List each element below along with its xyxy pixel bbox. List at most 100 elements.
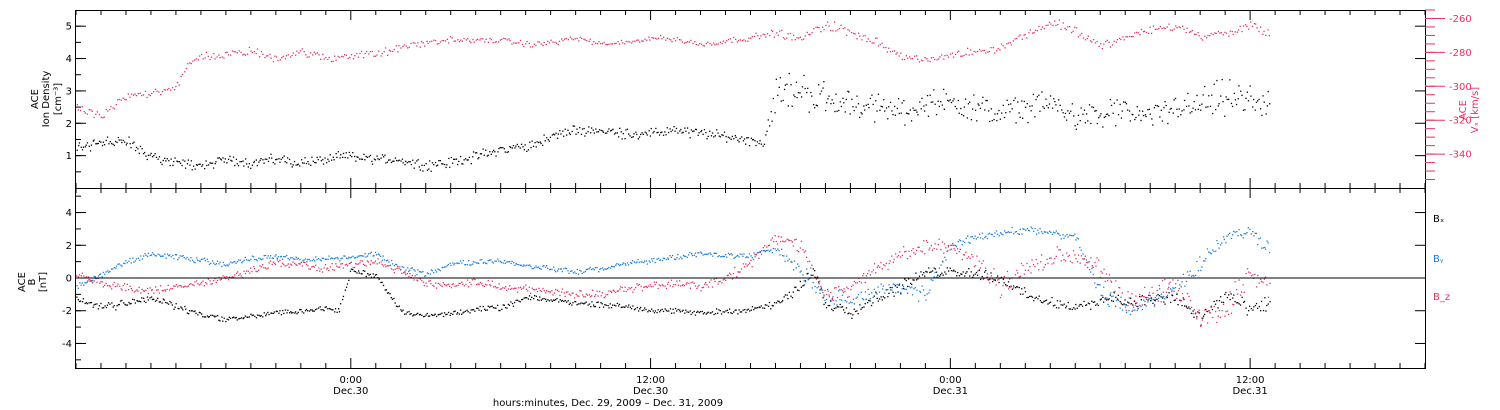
data-point bbox=[207, 55, 209, 58]
data-point bbox=[1255, 23, 1257, 25]
data-point bbox=[786, 238, 788, 240]
data-point bbox=[538, 299, 540, 302]
data-point bbox=[437, 164, 439, 166]
data-point bbox=[362, 260, 364, 262]
data-point bbox=[669, 128, 671, 130]
data-point bbox=[534, 266, 536, 269]
data-point bbox=[587, 131, 589, 133]
data-point bbox=[905, 250, 907, 253]
data-point bbox=[1154, 299, 1157, 301]
data-point bbox=[696, 287, 698, 290]
data-point bbox=[605, 268, 607, 270]
data-point bbox=[806, 268, 808, 270]
data-point bbox=[1037, 298, 1039, 300]
data-point bbox=[871, 42, 873, 44]
data-point bbox=[1182, 25, 1184, 27]
data-point bbox=[972, 108, 974, 110]
data-point bbox=[795, 267, 797, 269]
data-point bbox=[1197, 311, 1199, 313]
data-point bbox=[626, 128, 629, 130]
data-point bbox=[892, 50, 894, 52]
data-point bbox=[729, 308, 731, 310]
data-point bbox=[796, 250, 798, 252]
data-point bbox=[1160, 301, 1162, 303]
data-point bbox=[608, 290, 610, 292]
data-point bbox=[528, 286, 530, 288]
data-point bbox=[971, 236, 974, 238]
data-point bbox=[788, 239, 790, 242]
data-point bbox=[787, 105, 789, 107]
data-point bbox=[619, 127, 621, 129]
data-point bbox=[883, 46, 885, 49]
data-point bbox=[386, 292, 389, 294]
data-point bbox=[352, 152, 354, 154]
data-point bbox=[633, 133, 635, 135]
data-point bbox=[305, 263, 308, 266]
data-point bbox=[721, 255, 723, 258]
data-point bbox=[195, 164, 198, 166]
data-point bbox=[133, 141, 135, 143]
data-point bbox=[130, 262, 132, 264]
data-point bbox=[317, 159, 319, 161]
data-point bbox=[123, 302, 125, 304]
data-point bbox=[471, 309, 474, 311]
data-point bbox=[577, 303, 579, 305]
data-point bbox=[859, 304, 861, 306]
data-point bbox=[706, 138, 708, 140]
data-point bbox=[438, 160, 440, 162]
data-point bbox=[1237, 98, 1239, 100]
data-point bbox=[938, 238, 940, 240]
data-point bbox=[688, 132, 690, 134]
data-point bbox=[461, 163, 463, 165]
data-point bbox=[1082, 113, 1084, 115]
data-point bbox=[369, 263, 371, 265]
data-point bbox=[1175, 25, 1177, 27]
data-point bbox=[280, 265, 282, 268]
data-point bbox=[185, 258, 187, 260]
data-point bbox=[713, 278, 715, 280]
data-point bbox=[394, 302, 396, 304]
data-point bbox=[1254, 304, 1257, 307]
data-point bbox=[723, 278, 725, 280]
data-point bbox=[633, 261, 635, 263]
data-point bbox=[880, 105, 882, 107]
data-point bbox=[717, 312, 719, 314]
data-point bbox=[915, 249, 918, 252]
bottom-left-ylabel: ACE B [nT] bbox=[17, 272, 49, 292]
data-point bbox=[482, 38, 484, 40]
data-point bbox=[409, 269, 411, 271]
data-point bbox=[1191, 30, 1193, 32]
data-point bbox=[674, 130, 676, 132]
data-point bbox=[96, 111, 98, 113]
data-point bbox=[185, 308, 187, 310]
data-point bbox=[831, 99, 833, 101]
data-point bbox=[985, 269, 987, 272]
data-point bbox=[1079, 262, 1081, 264]
data-point bbox=[1023, 34, 1025, 36]
data-point bbox=[477, 262, 479, 264]
data-point bbox=[992, 47, 994, 49]
data-point bbox=[661, 308, 663, 311]
data-point bbox=[84, 281, 86, 284]
legend-bx: Bₓ bbox=[1433, 214, 1444, 225]
data-point bbox=[1087, 302, 1089, 304]
data-point bbox=[373, 262, 375, 264]
data-point bbox=[1165, 291, 1168, 293]
data-point bbox=[552, 294, 554, 296]
data-point bbox=[602, 267, 604, 269]
data-point bbox=[1014, 231, 1016, 233]
data-point bbox=[253, 256, 255, 258]
data-point bbox=[900, 52, 902, 54]
data-point bbox=[912, 279, 914, 281]
data-point bbox=[1224, 31, 1226, 33]
data-point bbox=[1139, 304, 1141, 306]
data-point bbox=[831, 299, 833, 301]
data-point bbox=[558, 40, 561, 42]
data-point bbox=[1184, 305, 1186, 307]
data-point bbox=[1266, 105, 1268, 107]
data-point bbox=[251, 314, 253, 317]
data-point bbox=[1135, 295, 1137, 297]
data-point bbox=[1045, 24, 1047, 27]
data-point bbox=[1071, 235, 1073, 237]
